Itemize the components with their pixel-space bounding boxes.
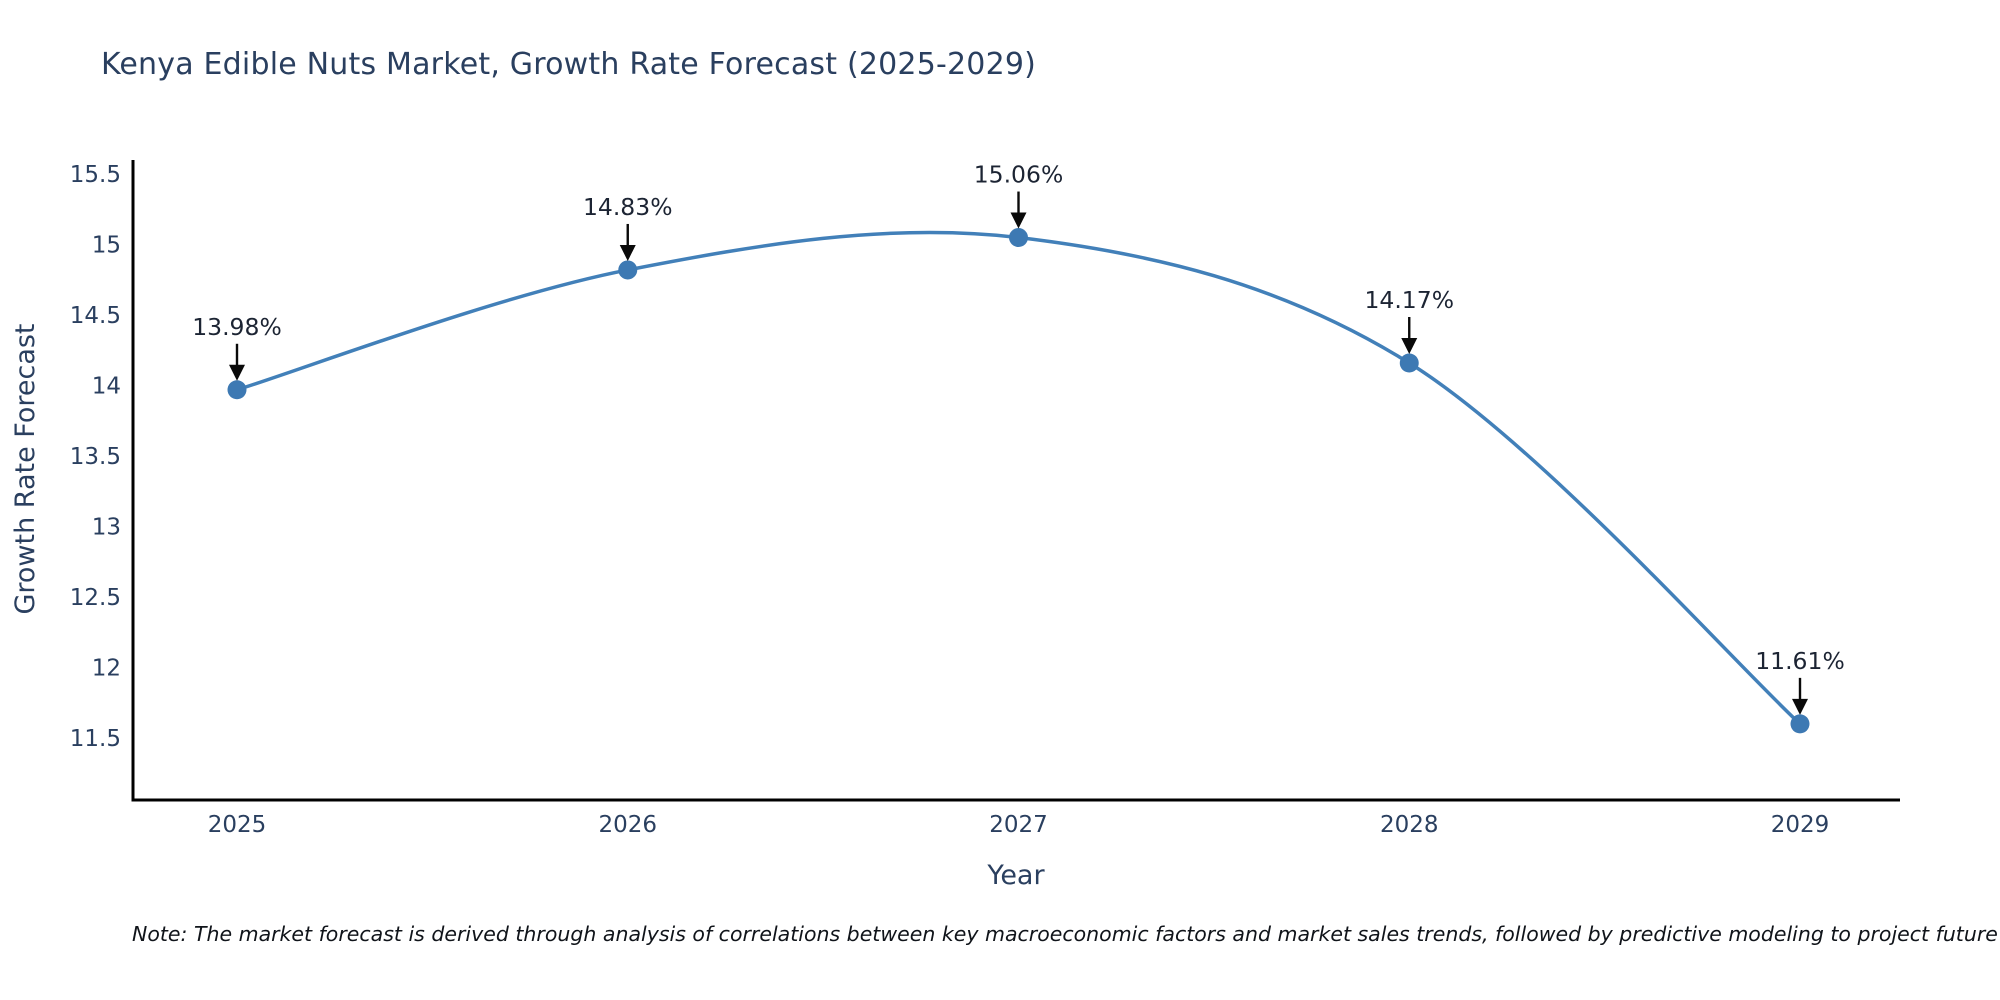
x-axis-title: Year [987,860,1045,891]
annotation-arrowhead [619,244,636,261]
data-point-marker [1790,714,1810,734]
y-tick-label: 15.5 [70,162,121,188]
x-tick-label: 2026 [598,812,657,838]
data-point-marker [1399,353,1419,373]
data-point-label: 14.83% [583,193,673,221]
data-point-marker [1009,228,1028,248]
y-tick-label: 12 [92,655,121,681]
data-point-label: 13.98% [192,313,282,341]
axis-lines [131,160,1900,802]
data-point-label: 11.61% [1755,647,1845,675]
x-tick-label: 2027 [989,812,1048,838]
x-tick-label: 2029 [1771,812,1830,838]
x-tick-label: 2025 [208,812,267,838]
data-point-label: 14.17% [1364,286,1454,314]
y-tick-label: 15 [92,232,121,258]
line-series [235,230,1802,726]
y-tick-label: 12.5 [70,585,121,611]
y-tick-label: 14.5 [70,303,121,329]
annotation-arrowhead [229,364,245,381]
y-tick-label: 13 [92,514,121,540]
annotation-arrowhead [1010,212,1027,229]
data-point-marker [618,260,638,280]
chart-title: Kenya Edible Nuts Market, Growth Rate Fo… [101,47,1037,82]
annotation-arrowhead [1792,698,1808,715]
footnote: Note: The market forecast is derived thr… [132,922,2000,946]
y-tick-label: 14 [92,373,121,399]
y-tick-label: 11.5 [70,726,121,752]
x-tick-label: 2028 [1380,812,1439,838]
data-point-marker [227,380,247,400]
y-axis-title: Growth Rate Forecast [10,323,41,615]
y-tick-label: 13.5 [70,444,121,470]
data-point-label: 15.06% [974,161,1064,189]
annotation-arrowhead [1401,337,1418,354]
